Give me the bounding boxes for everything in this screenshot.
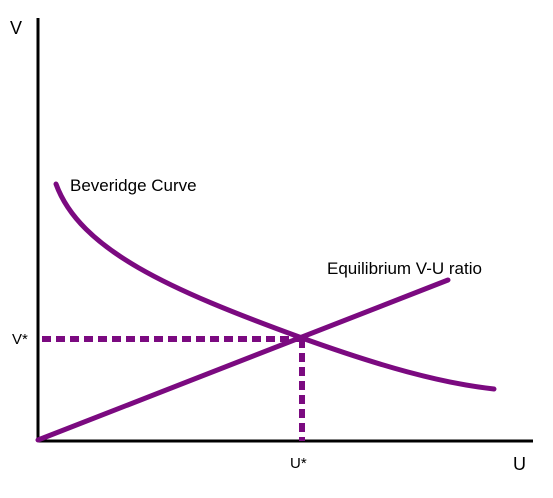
beveridge-curve	[53, 181, 497, 392]
beveridge-curve-label: Beveridge Curve	[70, 176, 197, 195]
equilibrium-vu-ratio-line	[35, 277, 451, 443]
v-star-label: V*	[12, 331, 28, 348]
x-axis-label: U	[513, 454, 526, 474]
y-axis-label: V	[10, 18, 22, 38]
equilibrium-line-label: Equilibrium V-U ratio	[327, 259, 482, 278]
u-star-label: U*	[290, 455, 307, 472]
